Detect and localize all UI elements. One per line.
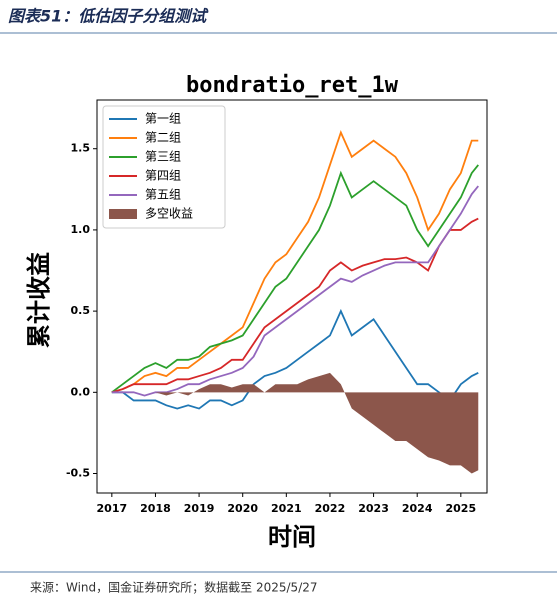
y-axis-label: 累计收益 xyxy=(25,252,53,348)
legend-label: 多空收益 xyxy=(145,207,193,221)
legend-label: 第五组 xyxy=(145,188,181,202)
x-tick-label: 2021 xyxy=(271,502,302,515)
line xyxy=(111,185,479,397)
x-tick-label: 2020 xyxy=(227,502,258,515)
footer-source: 来源：Wind，国金证券研究所；数据截至 2025/5/27 xyxy=(30,580,318,595)
y-tick-label: 1.0 xyxy=(71,223,91,236)
legend-label: 第四组 xyxy=(145,169,181,183)
y-tick-label: -0.5 xyxy=(66,467,90,480)
line xyxy=(111,217,479,394)
area xyxy=(111,372,479,474)
line xyxy=(111,130,479,394)
y-tick-label: 0.5 xyxy=(71,304,91,317)
x-tick-label: 2017 xyxy=(97,502,128,515)
x-tick-label: 2022 xyxy=(315,502,346,515)
legend-label: 第一组 xyxy=(145,112,181,126)
legend-box xyxy=(102,105,226,229)
line xyxy=(111,164,479,394)
legend-swatch xyxy=(109,209,137,219)
x-tick-label: 2018 xyxy=(140,502,171,515)
x-tick-label: 2024 xyxy=(402,502,433,515)
legend-label: 第三组 xyxy=(145,150,181,164)
header-title: 图表51：低估因子分组测试 xyxy=(8,7,209,26)
x-tick-label: 2025 xyxy=(446,502,477,515)
line xyxy=(111,308,479,410)
x-axis-label: 时间 xyxy=(268,523,316,551)
x-tick-label: 2019 xyxy=(184,502,215,515)
chart-title: bondratio_ret_1w xyxy=(186,73,399,98)
legend-label: 第二组 xyxy=(145,131,181,145)
x-tick-label: 2023 xyxy=(358,502,389,515)
y-tick-label: 1.5 xyxy=(71,142,91,155)
y-tick-label: 0.0 xyxy=(71,385,91,398)
plot-frame xyxy=(96,99,488,494)
